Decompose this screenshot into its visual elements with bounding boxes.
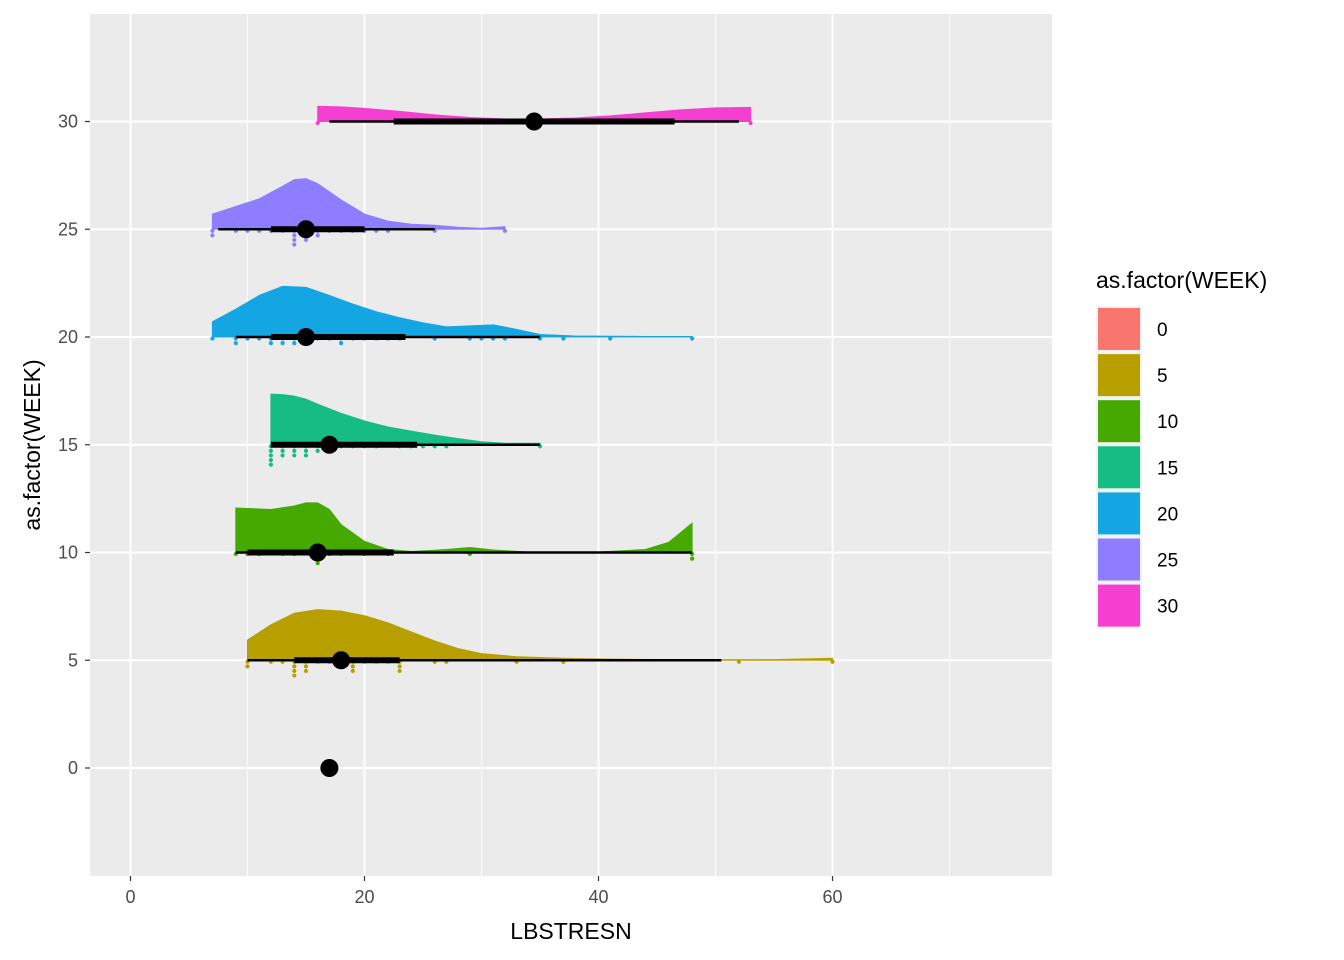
- legend-swatch: [1098, 354, 1140, 397]
- rain-dot: [303, 237, 309, 243]
- rain-dot: [210, 336, 215, 341]
- rain-dot: [292, 233, 297, 238]
- density-cloud: [211, 178, 506, 230]
- y-axis-title: as.factor(WEEK): [19, 359, 45, 530]
- x-tick-label: 40: [588, 887, 608, 907]
- x-tick-label: 20: [354, 887, 374, 907]
- group-week-10: [233, 502, 695, 566]
- x-tick-label: 60: [822, 887, 842, 907]
- rain-dot: [292, 664, 297, 669]
- median-point: [525, 112, 544, 131]
- rain-dot: [315, 233, 320, 238]
- median-point: [332, 651, 351, 670]
- rain-dot: [397, 668, 402, 674]
- legend-swatch: [1098, 584, 1140, 627]
- rain-dot: [292, 341, 297, 346]
- legend-swatch: [1098, 538, 1140, 581]
- group-week-0: [320, 759, 339, 777]
- rain-dot: [233, 341, 238, 346]
- legend-label: 20: [1157, 504, 1178, 525]
- legend-label: 0: [1157, 320, 1168, 341]
- rain-dot: [502, 228, 507, 233]
- y-axis: 0 5 10 15 20 25 30: [58, 112, 90, 778]
- rain-dot: [303, 453, 309, 458]
- legend-label: 30: [1157, 597, 1178, 618]
- legend-label: 25: [1157, 551, 1178, 572]
- rain-dot: [210, 233, 215, 238]
- rain-dot: [292, 668, 297, 674]
- density-cloud: [247, 609, 833, 661]
- rain-dot: [292, 242, 297, 247]
- rain-dot: [268, 453, 273, 458]
- rain-dot: [292, 237, 297, 243]
- legend-swatch: [1098, 400, 1140, 443]
- x-axis: 0 20 40 60: [125, 876, 843, 907]
- y-tick-label: 25: [58, 219, 78, 239]
- rain-dot: [748, 120, 753, 126]
- median-point: [297, 220, 315, 239]
- rain-dot: [561, 336, 566, 341]
- group-week-30: [315, 105, 753, 131]
- y-tick-label: 15: [58, 435, 78, 455]
- rain-dot: [268, 462, 273, 467]
- rain-dot: [268, 448, 273, 453]
- x-axis-title: LBSTRESN: [510, 918, 631, 944]
- legend-swatch: [1098, 308, 1140, 350]
- rain-dot: [280, 448, 285, 453]
- rain-dot: [268, 341, 273, 346]
- rain-dot: [690, 336, 695, 341]
- legend-title: as.factor(WEEK): [1096, 267, 1267, 293]
- rain-dot: [608, 336, 613, 341]
- rain-dot: [339, 341, 344, 346]
- rain-dot: [315, 448, 320, 453]
- legend-label: 15: [1157, 458, 1178, 479]
- group-week-25: [210, 178, 507, 247]
- median-point: [297, 328, 315, 346]
- rain-dot: [303, 668, 309, 674]
- rain-dot: [280, 341, 285, 346]
- rain-dot: [245, 664, 250, 669]
- legend-label: 5: [1157, 366, 1168, 387]
- y-tick-label: 30: [58, 112, 78, 132]
- rain-dot: [303, 664, 309, 669]
- rain-dot: [315, 120, 320, 126]
- rain-dot: [350, 664, 355, 669]
- group-week-20: [210, 285, 695, 346]
- density-cloud: [270, 393, 541, 446]
- density-cloud: [211, 285, 693, 338]
- rain-dot: [690, 556, 695, 561]
- density-cloud: [235, 502, 693, 553]
- legend: as.factor(WEEK) 0 5 10 15 20 25 30: [1096, 267, 1267, 629]
- rain-dot: [292, 453, 297, 458]
- y-tick-label: 20: [58, 327, 78, 347]
- rain-dot: [830, 659, 835, 664]
- rain-dot: [315, 561, 320, 566]
- x-tick-label: 0: [125, 887, 135, 907]
- legend-label: 10: [1157, 412, 1178, 433]
- y-tick-label: 5: [68, 650, 78, 670]
- rain-dot: [350, 668, 355, 674]
- rain-dot: [397, 664, 402, 669]
- group-week-15: [268, 393, 543, 467]
- rain-dot: [280, 453, 285, 458]
- rain-dot: [303, 448, 309, 453]
- y-tick-label: 10: [58, 543, 78, 563]
- y-tick-label: 0: [68, 758, 78, 778]
- median-point: [320, 759, 339, 777]
- group-week-5: [245, 609, 835, 678]
- legend-swatch: [1098, 446, 1140, 489]
- rain-dot: [268, 457, 273, 463]
- median-point: [320, 435, 339, 454]
- rain-dot: [210, 228, 215, 233]
- legend-swatch: [1098, 492, 1140, 535]
- rain-dot: [292, 673, 297, 678]
- rain-dot: [292, 448, 297, 453]
- chart-marks: [210, 105, 835, 777]
- median-point: [308, 543, 327, 562]
- rain-dot: [736, 659, 742, 664]
